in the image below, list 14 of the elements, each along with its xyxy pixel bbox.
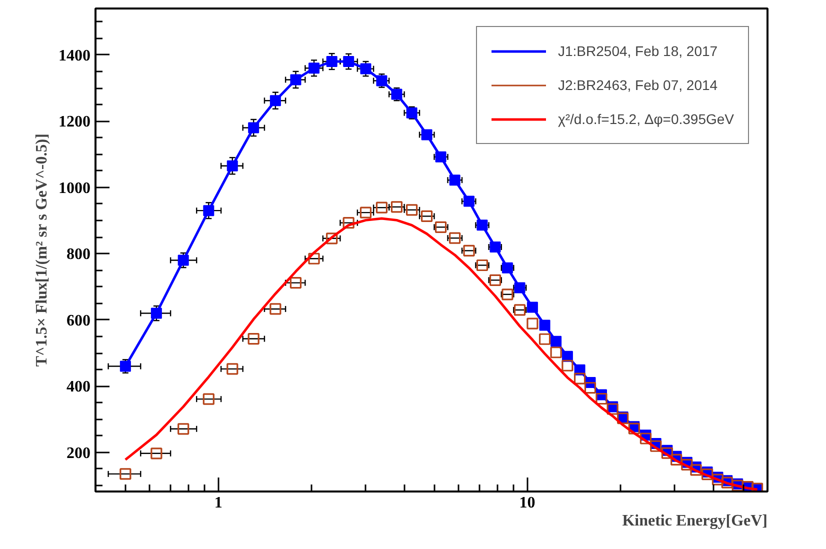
legend-label: χ²/d.o.f=15.2, Δφ=0.395GeV — [558, 111, 734, 127]
x-axis-title: Kinetic Energy[GeV] — [622, 512, 768, 530]
legend-label: J1:BR2504, Feb 18, 2017 — [558, 43, 718, 59]
y-tick-label: 1000 — [58, 180, 90, 197]
y-tick-label: 1200 — [58, 114, 90, 131]
legend-label: J2:BR2463, Feb 07, 2014 — [558, 77, 718, 93]
y-axis-title: T^1.5× Flux[1/(m² sr s GeV^-0.5)] — [34, 134, 50, 367]
y-tick-label: 1400 — [58, 47, 90, 64]
y-tick-label: 200 — [66, 444, 90, 462]
y-tick-label: 800 — [66, 246, 90, 264]
y-tick-label: 400 — [66, 378, 90, 396]
x-tick-label: 10 — [519, 494, 536, 512]
x-tick-label: 1 — [214, 494, 222, 512]
y-tick-label: 600 — [66, 312, 90, 330]
